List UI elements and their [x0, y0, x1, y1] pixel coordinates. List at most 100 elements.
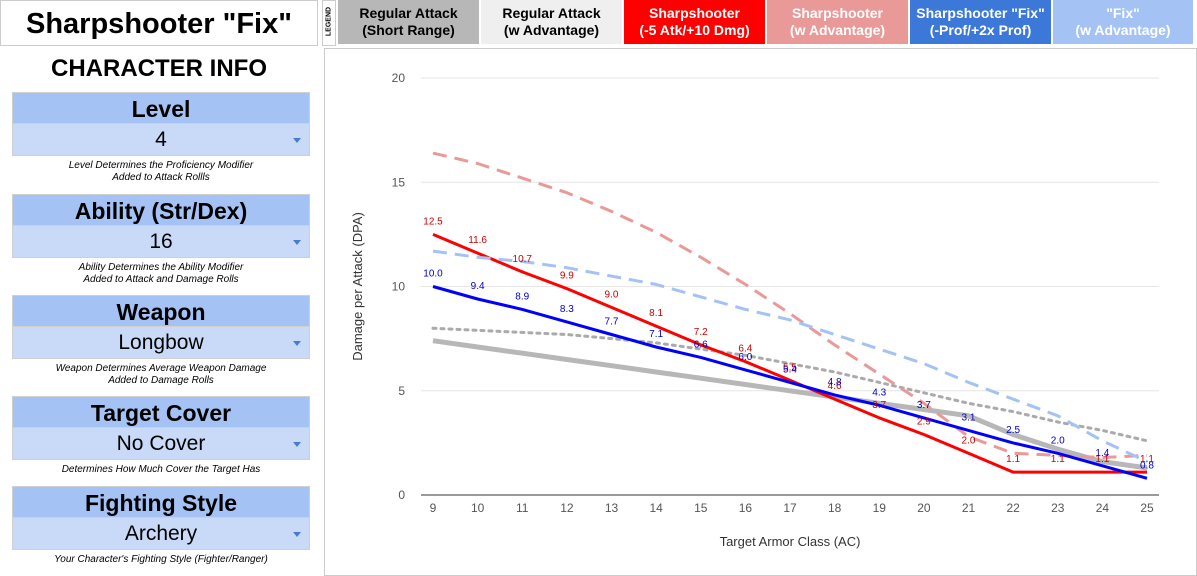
x-tick-label: 15 — [694, 501, 708, 515]
x-tick-label: 22 — [1006, 501, 1020, 515]
series-line-regular_adv — [431, 326, 1149, 443]
legend-entry-4: Sharpshooter (w Advantage) — [767, 0, 908, 44]
level-label: Level — [12, 92, 310, 124]
series-line-sharpshooter — [432, 233, 1147, 474]
level-dropdown[interactable]: 4 — [12, 124, 310, 156]
series-line-sharpshooter_adv — [432, 151, 1148, 459]
data-label-fix: 6.0 — [738, 352, 752, 363]
data-label-fix: 1.4 — [1095, 448, 1109, 459]
x-tick-label: 16 — [739, 501, 753, 515]
data-label-sharpshooter: 7.2 — [694, 327, 708, 338]
y-tick-label: 20 — [392, 71, 406, 85]
character-info-title: CHARACTER INFO — [51, 55, 267, 82]
data-label-fix: 5.4 — [783, 364, 797, 375]
x-tick-label: 17 — [783, 501, 797, 515]
data-label-fix: 10.0 — [423, 269, 443, 280]
x-tick-label: 21 — [962, 501, 976, 515]
legend-entry-5: Sharpshooter "Fix" (-Prof/+2x Prof) — [910, 0, 1051, 44]
target-cover-block: Target Cover No Cover Determines How Muc… — [12, 396, 310, 476]
legend-entry-6: "Fix" (w Advantage) — [1053, 0, 1193, 44]
data-label-sharpshooter: 9.0 — [605, 289, 619, 300]
y-axis-label: Damage per Attack (DPA) — [350, 212, 365, 361]
level-note: Level Determines the Proficiency Modifie… — [68, 160, 254, 183]
legend-entry-subtitle: (-5 Atk/+10 Dmg) — [639, 22, 750, 38]
data-label-sharpshooter: 4.6 — [828, 381, 842, 392]
x-tick-label: 18 — [828, 501, 842, 515]
x-tick-label: 12 — [560, 501, 574, 515]
legend-entry-2: Regular Attack (w Advantage) — [481, 0, 622, 44]
data-label-sharpshooter: 8.1 — [649, 308, 663, 319]
legend-entry-title: Sharpshooter — [791, 5, 883, 21]
chevron-down-icon[interactable] — [293, 442, 301, 447]
x-tick-label: 25 — [1140, 501, 1154, 515]
data-label-sharpshooter: 9.9 — [560, 271, 574, 282]
data-label-fix: 8.9 — [515, 291, 529, 302]
weapon-dropdown[interactable]: Longbow — [12, 327, 310, 359]
legend-label: LEGEND — [322, 0, 336, 46]
chevron-down-icon[interactable] — [293, 138, 301, 143]
legend-entry-title: Sharpshooter — [648, 5, 740, 21]
legend: Regular Attack (Short Range) Regular Attac… — [338, 0, 1197, 46]
legend-entry-subtitle: (w Advantage) — [503, 22, 600, 38]
target-cover-label: Target Cover — [12, 396, 310, 428]
fighting-style-note: Your Character's Fighting Style (Fighter… — [54, 554, 268, 565]
x-tick-label: 23 — [1051, 501, 1065, 515]
data-label-sharpshooter: 1.1 — [1051, 454, 1065, 465]
y-tick-label: 0 — [398, 488, 405, 502]
level-value: 4 — [155, 128, 167, 151]
legend-entry-title: Regular Attack — [502, 5, 601, 21]
chevron-down-icon[interactable] — [293, 532, 301, 537]
x-tick-label: 11 — [516, 501, 529, 515]
data-label-fix: 9.4 — [471, 281, 485, 292]
legend-entry-1: Regular Attack (Short Range) — [338, 0, 479, 44]
fighting-style-label: Fighting Style — [12, 486, 310, 518]
data-label-fix: 3.1 — [962, 412, 976, 423]
legend-entry-subtitle: (w Advantage) — [789, 22, 886, 38]
ability-note: Ability Determines the Ability Modifier … — [78, 262, 244, 285]
x-tick-label: 9 — [430, 501, 437, 515]
data-label-fix: 4.3 — [872, 387, 886, 398]
x-tick-label: 19 — [873, 501, 887, 515]
character-info-panel: Sharpshooter "Fix" CHARACTER INFO Level … — [0, 0, 320, 576]
target-cover-note: Determines How Much Cover the Target Has — [61, 464, 261, 475]
data-label-fix: 2.5 — [1006, 425, 1020, 436]
x-tick-label: 13 — [605, 501, 619, 515]
data-label-fix: 8.3 — [560, 304, 574, 315]
y-tick-label: 10 — [392, 280, 406, 294]
x-tick-label: 24 — [1096, 501, 1110, 515]
ability-dropdown[interactable]: 16 — [12, 226, 310, 258]
legend-entry-title: Sharpshooter "Fix" — [916, 5, 1045, 21]
target-cover-dropdown[interactable]: No Cover — [12, 428, 310, 460]
legend-entry-title: "Fix" — [1106, 5, 1140, 21]
weapon-label: Weapon — [12, 295, 310, 327]
x-tick-label: 10 — [471, 501, 485, 515]
legend-entry-3: Sharpshooter (-5 Atk/+10 Dmg) — [624, 0, 765, 44]
legend-entry-subtitle: (w Advantage) — [1075, 22, 1171, 38]
data-label-sharpshooter: 5.5 — [783, 362, 797, 373]
series-line-fix_adv — [432, 249, 1148, 463]
weapon-note: Weapon Determines Average Weapon Damage … — [55, 363, 267, 386]
fighting-style-value: Archery — [124, 522, 198, 545]
data-label-fix: 7.1 — [649, 329, 663, 340]
data-label-sharpshooter: 11.6 — [468, 235, 487, 246]
data-label-sharpshooter: 1.1 — [1140, 454, 1154, 465]
data-label-sharpshooter: 10.7 — [513, 254, 533, 265]
app-title: Sharpshooter "Fix" — [0, 0, 318, 46]
dpa-line-chart: 0 5 10 15 20 9 10 11 12 13 14 15 16 17 18 19 20 21 22 23 24 2… — [350, 71, 1159, 549]
legend-entry-title: Regular Attack — [359, 5, 458, 21]
ability-block: Ability (Str/Dex) 16 Ability Determines … — [12, 194, 310, 286]
legend-entry-subtitle: (-Prof/+2x Prof) — [929, 22, 1032, 38]
data-label-fix: 6.6 — [694, 339, 708, 350]
fighting-style-dropdown[interactable]: Archery — [12, 518, 310, 550]
data-label-sharpshooter: 2.9 — [917, 417, 931, 428]
fighting-style-block: Fighting Style Archery Your Character's … — [12, 486, 310, 566]
chevron-down-icon[interactable] — [293, 341, 301, 346]
data-label-fix: 0.8 — [1140, 460, 1154, 471]
y-tick-label: 5 — [398, 384, 405, 398]
chevron-down-icon[interactable] — [293, 240, 301, 245]
legend-entry-subtitle: (Short Range) — [362, 22, 455, 38]
data-label-fix: 2.0 — [1051, 435, 1065, 446]
data-label-sharpshooter: 6.4 — [738, 344, 752, 355]
ability-label: Ability (Str/Dex) — [12, 194, 310, 226]
target-cover-value: No Cover — [116, 432, 206, 455]
